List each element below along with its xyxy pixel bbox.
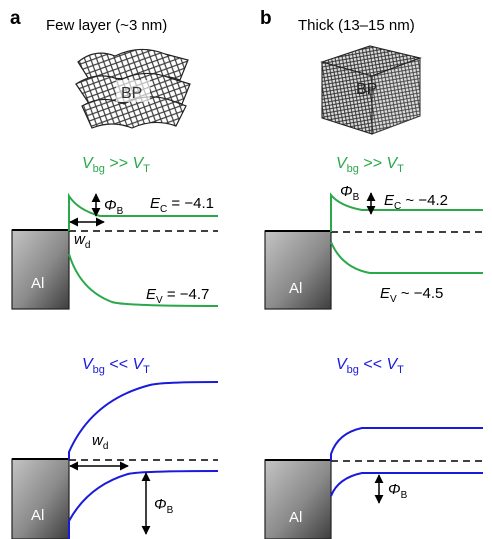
conduction-band-a-bottom [68,381,219,460]
band-diagram-a-bottom: Al wd ΦB [11,381,219,539]
band-diagram-b-top: Al ΦB EC ~ −4.2 EV ~ −4.5 [264,183,483,310]
barrier-label-a-top: ΦB [104,197,124,217]
bp-thick-structure: BP [320,45,422,135]
band-diagram-b-bottom: Al ΦB [264,427,483,539]
valence-band-b-top [330,241,483,274]
bp-few-layer-structure: BP [75,48,191,129]
al-electrode-b-bottom [264,459,332,539]
panel-letter-b: b [260,8,272,29]
panel-b-title: Thick (13–15 nm) [298,17,415,34]
condition-label-a-bottom: Vbg << VT [82,356,150,376]
condition-label-a-top: Vbg >> VT [82,155,150,175]
band-diagram-a-top: Al ΦB wd EC = −4.1 EV = −4.7 [11,192,219,310]
ev-label-a: EV = −4.7 [146,286,209,306]
ec-label-b: EC ~ −4.2 [384,192,448,212]
conduction-band-b-top [330,192,483,232]
ev-label-b: EV ~ −4.5 [380,285,443,305]
panel-b: b Thick (13–15 nm) BP Vbg >> VT Al ΦB EC… [260,8,483,539]
al-electrode-a-bottom [11,458,70,539]
barrier-label-a-bottom: ΦB [154,496,174,516]
condition-label-b-bottom: Vbg << VT [336,356,404,376]
conduction-band-b-bottom [330,427,483,461]
bp-label-a: BP [121,85,142,102]
panel-a: a Few layer (~3 nm) BP Vbg >> VT Al ΦB w… [10,8,219,539]
panel-a-title: Few layer (~3 nm) [46,17,167,34]
al-label-a-top: Al [31,275,44,292]
depletion-label-a-bottom: wd [92,432,108,452]
al-label-b-bottom: Al [289,509,302,526]
valence-band-b-bottom [330,472,483,497]
al-label-b-top: Al [289,280,302,297]
panel-letter-a: a [10,8,21,29]
valence-band-a-top [68,253,219,307]
bp-label-b: BP [356,81,377,98]
valence-band-a-bottom [68,470,219,539]
condition-label-b-top: Vbg >> VT [336,155,404,175]
barrier-label-b-bottom: ΦB [388,481,408,501]
depletion-label-a-top: wd [74,231,90,251]
ec-label-a: EC = −4.1 [150,195,214,215]
barrier-label-b-top: ΦB [340,183,360,203]
al-electrode-b-top [264,230,332,310]
al-label-a-bottom: Al [31,507,44,524]
al-electrode-a-top [11,229,70,310]
